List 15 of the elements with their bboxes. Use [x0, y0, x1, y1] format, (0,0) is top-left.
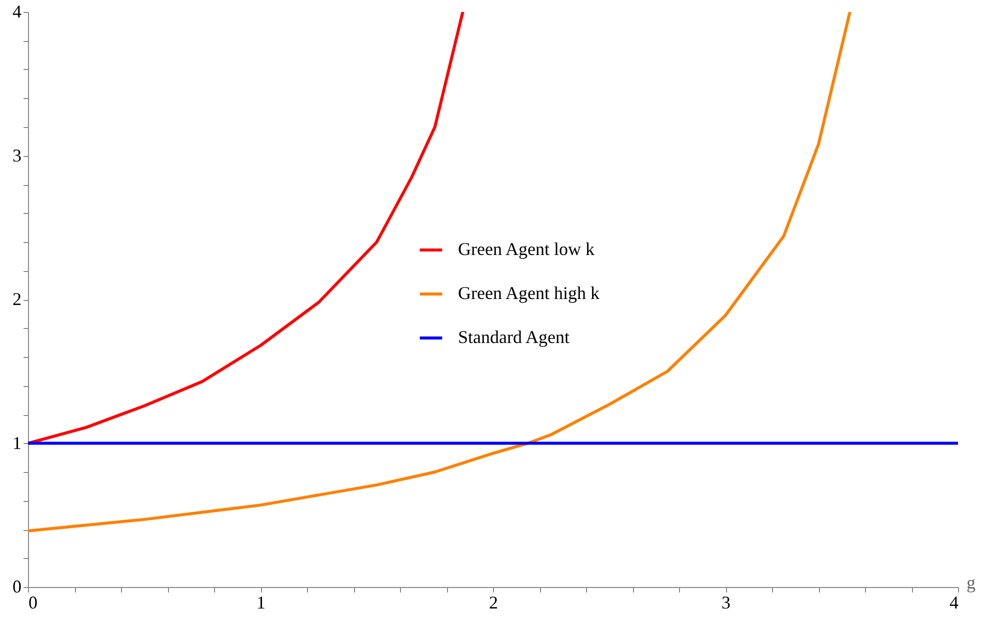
line-series — [28, 12, 852, 532]
legend-label: Standard Agent — [458, 327, 570, 347]
x-tick-label: 2 — [489, 592, 498, 612]
y-tick-label: 1 — [12, 432, 22, 453]
x-tick-label: 0 — [28, 592, 38, 612]
x-tick-label: 3 — [722, 592, 730, 612]
x-tick-label: 4 — [950, 592, 958, 612]
legend-label: Green Agent low k — [458, 239, 594, 259]
y-tick-label: 2 — [12, 289, 22, 309]
x-axis-title: g — [966, 572, 976, 592]
y-tick-label: 0 — [12, 576, 22, 596]
y-tick-label: 4 — [12, 2, 22, 22]
x-tick-label: 1 — [256, 592, 266, 612]
legend-label: Green Agent high k — [458, 283, 600, 303]
y-tick-label: 3 — [12, 145, 22, 166]
